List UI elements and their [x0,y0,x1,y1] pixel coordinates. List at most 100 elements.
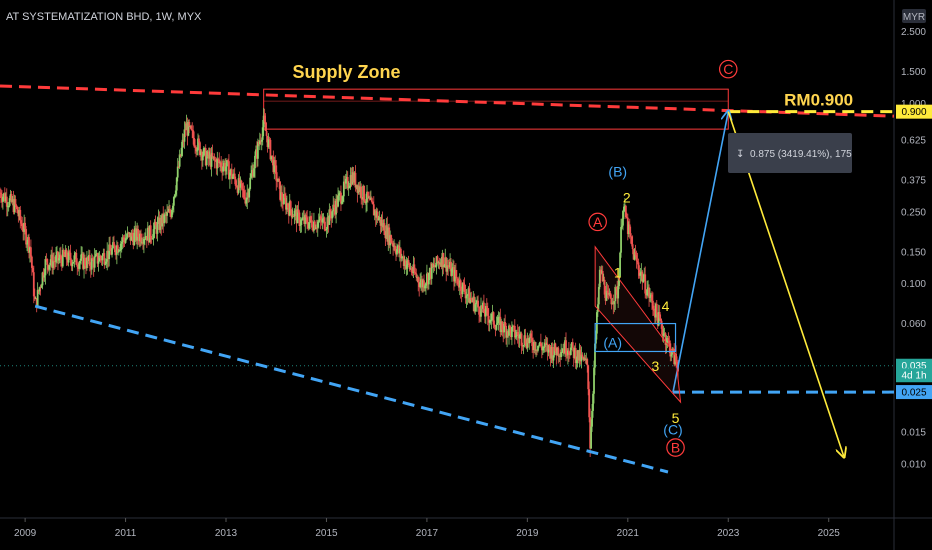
candle-body [17,213,20,217]
candle-body [46,259,49,265]
candle-body [304,215,307,224]
candle-body [632,249,635,260]
candle-body [337,195,339,207]
candle-body [628,224,631,234]
candle-body [94,254,97,257]
candle-body [558,355,561,357]
candle-body [457,284,460,288]
candle-body [239,180,242,188]
candle-body [107,250,110,260]
candle-body [653,310,656,318]
trendline-support [34,304,669,474]
candle-body [362,185,365,200]
candle-body [618,276,621,287]
candle-body [233,173,236,179]
candle-body [454,269,457,277]
candle-body [670,354,673,357]
candle-body [32,272,35,297]
candle-body [533,341,536,351]
candle-body [162,213,165,224]
candle-body [102,253,105,256]
candle-body [602,279,605,282]
measure-tooltip-text: 0.875 (3419.41%), 175 [750,149,852,160]
wave-label-circle [718,59,738,79]
candle-body [336,198,338,207]
candle-body [293,210,296,217]
candle-body [209,154,212,167]
candle-body [223,163,225,167]
candle-body [314,227,317,229]
candle-body [661,328,664,336]
candle-body [583,357,586,360]
candle-body [509,325,511,329]
y-tick-label: 0.010 [901,459,926,470]
candle-body [667,338,670,341]
candle-body [489,319,492,321]
candle-body [325,228,328,231]
candle-body [231,176,234,179]
candle-body [319,216,322,220]
candle-body [485,306,488,309]
candle-body [604,294,607,301]
candle-body [647,287,649,290]
candle-body [134,228,137,233]
candle-body [599,269,602,274]
y-tick-label: 1.500 [901,67,926,78]
candle-body [24,222,27,230]
candle-body [0,192,2,198]
candle-body [595,333,597,344]
price-tag-bg [896,368,932,383]
candle-body [491,312,494,314]
candle-body [476,300,479,304]
candle-body [513,325,516,338]
candle-body [86,257,89,262]
candle-body [619,252,621,277]
y-tick-label: 0.375 [901,176,926,187]
candle-body [201,155,204,161]
candle-body [640,271,643,273]
candle-body [542,346,545,348]
candle-body [173,194,176,198]
candle-body [288,201,291,216]
candle-body [212,156,215,158]
y-tick-label: 0.060 [901,319,926,330]
candle-body [410,268,413,273]
candle-body [8,198,11,206]
candle-body [91,258,94,260]
candle-body [505,325,508,338]
candle-body [110,250,112,255]
candle-body [327,217,330,225]
candle-body [57,251,59,261]
candle-body [219,162,222,164]
candle-body [467,288,470,295]
candle-body [629,233,632,237]
candle-body [438,262,441,265]
candle-body [72,262,75,264]
candle-body [445,257,448,272]
candle-body [277,178,280,182]
candle-body [644,274,647,294]
candle-body [49,262,52,266]
candle-body [373,210,376,216]
candle-body [434,266,437,268]
candle-body [330,215,333,219]
candle-body [83,257,85,269]
candle-body [150,238,153,240]
candle-body [92,259,95,268]
candle-body [551,347,554,361]
candle-body [469,297,472,304]
candle-body [257,142,260,145]
candle-body [12,199,15,213]
candle-body [64,249,67,257]
candle-body [78,263,81,269]
wave-label: (A) [603,335,622,351]
candle-body [161,213,164,227]
candle-body [126,232,129,238]
candle-body [478,306,480,315]
candle-body [406,260,409,265]
candle-body [258,140,261,145]
candle-body [458,280,461,288]
candle-body [121,237,124,242]
candle-body [468,288,471,304]
